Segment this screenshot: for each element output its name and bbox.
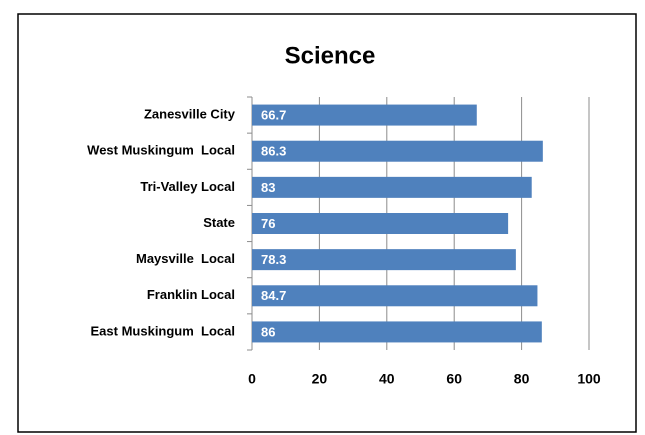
data-label: 84.7 [261, 288, 286, 303]
y-tick-label: Maysville Local [136, 251, 235, 266]
x-tick-label: 20 [312, 371, 328, 387]
bar [252, 104, 477, 126]
y-tick-label: State [203, 215, 235, 230]
y-tick-label: West Muskingum Local [87, 143, 235, 158]
x-tick-label: 60 [446, 371, 462, 387]
data-label: 86.3 [261, 144, 286, 159]
bar [252, 249, 516, 271]
bar [252, 285, 538, 307]
y-tick-label: Tri-Valley Local [140, 179, 235, 194]
data-label: 83 [261, 180, 275, 195]
bar [252, 176, 532, 198]
chart-title: Science [285, 42, 376, 69]
data-label: 76 [261, 216, 275, 231]
x-tick-label: 80 [514, 371, 530, 387]
y-tick-label: Zanesville City [144, 107, 236, 122]
x-tick-label: 0 [248, 371, 256, 387]
x-tick-label: 100 [577, 371, 601, 387]
y-tick-label: Franklin Local [147, 287, 235, 302]
bar [252, 140, 543, 162]
data-label: 66.7 [261, 108, 286, 123]
bar [252, 321, 542, 343]
y-tick-label: East Muskingum Local [91, 323, 235, 338]
x-tick-label: 40 [379, 371, 395, 387]
data-label: 86 [261, 324, 275, 339]
bar [252, 213, 509, 234]
data-label: 78.3 [261, 252, 286, 267]
